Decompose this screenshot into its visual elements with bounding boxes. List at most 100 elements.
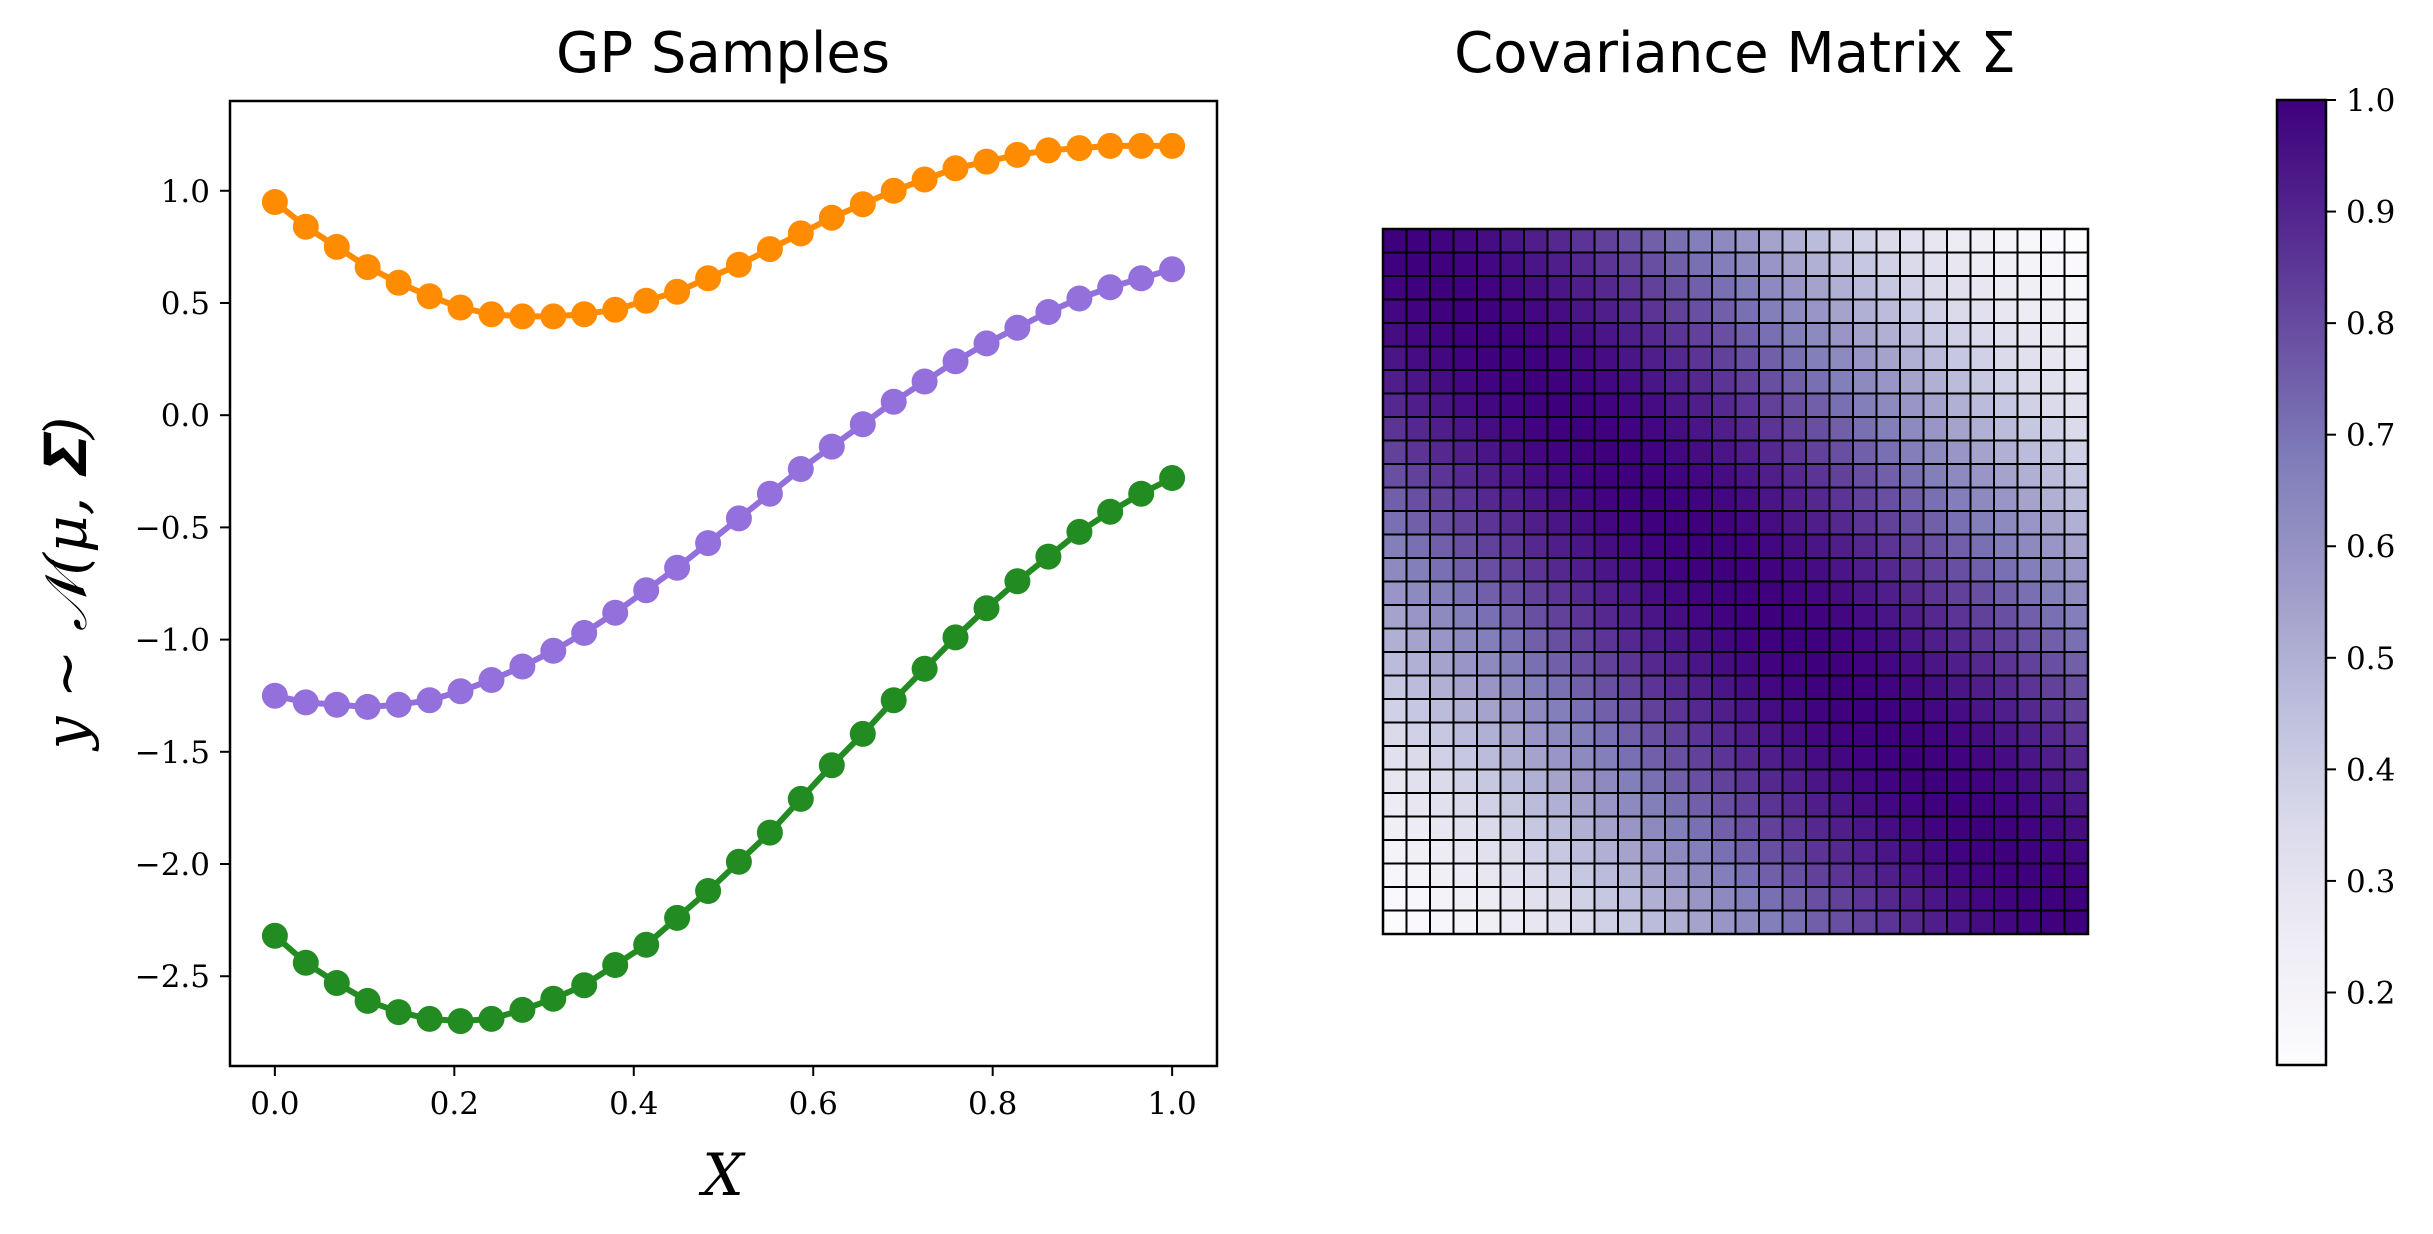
covariance-cell (1452, 463, 1478, 489)
covariance-cell (1640, 886, 1666, 912)
covariance-cell (1922, 345, 1948, 371)
covariance-cell (2063, 721, 2089, 747)
covariance-cell (1875, 322, 1901, 348)
covariance-cell (1899, 439, 1925, 465)
covariance-cell (1734, 533, 1760, 559)
covariance-cell (1499, 604, 1525, 630)
covariance-cell (1570, 580, 1596, 606)
covariance-cell (1546, 463, 1572, 489)
gp-y-axis-label: y ~ 𝒩(μ, 𝚺) (32, 417, 100, 753)
covariance-cell (1382, 768, 1408, 794)
covariance-cell (1781, 627, 1807, 653)
covariance-cell (1570, 533, 1596, 559)
covariance-cell (1758, 463, 1784, 489)
covariance-cell (1664, 839, 1690, 865)
covariance-cell (1523, 745, 1549, 771)
covariance-cell (1546, 557, 1572, 583)
covariance-cell (1687, 369, 1713, 395)
covariance-cell (1899, 886, 1925, 912)
covariance-cell (1758, 228, 1784, 254)
covariance-cell (1687, 251, 1713, 277)
covariance-cell (1875, 886, 1901, 912)
covariance-cell (2040, 651, 2066, 677)
series-2-point (1066, 518, 1093, 545)
covariance-cell (1593, 862, 1619, 888)
covariance-cell (1758, 369, 1784, 395)
covariance-cell (1405, 839, 1431, 865)
covariance-cell (1617, 322, 1643, 348)
covariance-cell (1523, 392, 1549, 418)
covariance-cell (1640, 439, 1666, 465)
covariance-cell (1734, 275, 1760, 301)
covariance-cell (1523, 416, 1549, 442)
covariance-cell (2063, 745, 2089, 771)
covariance-cell (1711, 345, 1737, 371)
covariance-cell (1828, 651, 1854, 677)
colorbar-tick-label: 0.6 (2346, 529, 2395, 565)
covariance-cell (1429, 886, 1455, 912)
series-0-point (695, 265, 722, 292)
covariance-cell (1852, 463, 1878, 489)
series-0-point (447, 294, 474, 321)
covariance-cell (1969, 886, 1995, 912)
series-2-point (385, 999, 412, 1026)
covariance-cell (1405, 745, 1431, 771)
covariance-cell (1969, 322, 1995, 348)
covariance-cell (1946, 721, 1972, 747)
series-2-point (880, 687, 907, 714)
covariance-cell (1429, 228, 1455, 254)
colorbar: 1.0 0.9 0.8 0.7 0.6 0.5 0.4 0.3 0.2 (2275, 83, 2395, 1067)
covariance-cell (2016, 251, 2042, 277)
covariance-cell (1828, 604, 1854, 630)
covariance-cell (1687, 392, 1713, 418)
covariance-cell (1922, 533, 1948, 559)
covariance-cell (1687, 862, 1713, 888)
covariance-cell (1546, 792, 1572, 818)
covariance-cell (1640, 369, 1666, 395)
series-2-point (1004, 568, 1031, 595)
covariance-cell (1946, 862, 1972, 888)
covariance-cell (1546, 604, 1572, 630)
covariance-cell (1805, 674, 1831, 700)
covariance-cell (2063, 651, 2089, 677)
covariance-cell (2040, 228, 2066, 254)
covariance-cell (1805, 604, 1831, 630)
covariance-cell (1452, 651, 1478, 677)
covariance-cell (1593, 580, 1619, 606)
covariance-cell (1828, 580, 1854, 606)
covariance-cell (1546, 768, 1572, 794)
covariance-cell (1899, 369, 1925, 395)
covariance-cell (1758, 322, 1784, 348)
x-tick-label: 0.8 (968, 1086, 1017, 1122)
colorbar-tick-label: 0.9 (2346, 195, 2395, 231)
covariance-cell (1405, 369, 1431, 395)
covariance-cell (1405, 228, 1431, 254)
covariance-cell (1922, 651, 1948, 677)
series-2-point (323, 970, 350, 996)
covariance-cell (1828, 486, 1854, 512)
covariance-cell (1664, 275, 1690, 301)
covariance-cell (2040, 416, 2066, 442)
covariance-cell (1570, 815, 1596, 841)
covariance-cell (2040, 298, 2066, 324)
covariance-cell (1499, 557, 1525, 583)
covariance-cell (1452, 369, 1478, 395)
covariance-cell (1570, 439, 1596, 465)
covariance-cell (1781, 721, 1807, 747)
covariance-cell (1499, 792, 1525, 818)
covariance-cell (1617, 392, 1643, 418)
covariance-cell (1452, 815, 1478, 841)
covariance-cell (1617, 651, 1643, 677)
covariance-cell (1499, 698, 1525, 724)
covariance-cell (1382, 416, 1408, 442)
covariance-cell (1946, 792, 1972, 818)
series-0-point (1128, 132, 1155, 159)
covariance-cell (1382, 463, 1408, 489)
covariance-cell (1781, 792, 1807, 818)
covariance-cell (1429, 533, 1455, 559)
covariance-cell (1382, 674, 1408, 700)
covariance-cell (1499, 486, 1525, 512)
series-2-point (818, 752, 845, 779)
covariance-cell (1523, 698, 1549, 724)
covariance-cell (1640, 251, 1666, 277)
